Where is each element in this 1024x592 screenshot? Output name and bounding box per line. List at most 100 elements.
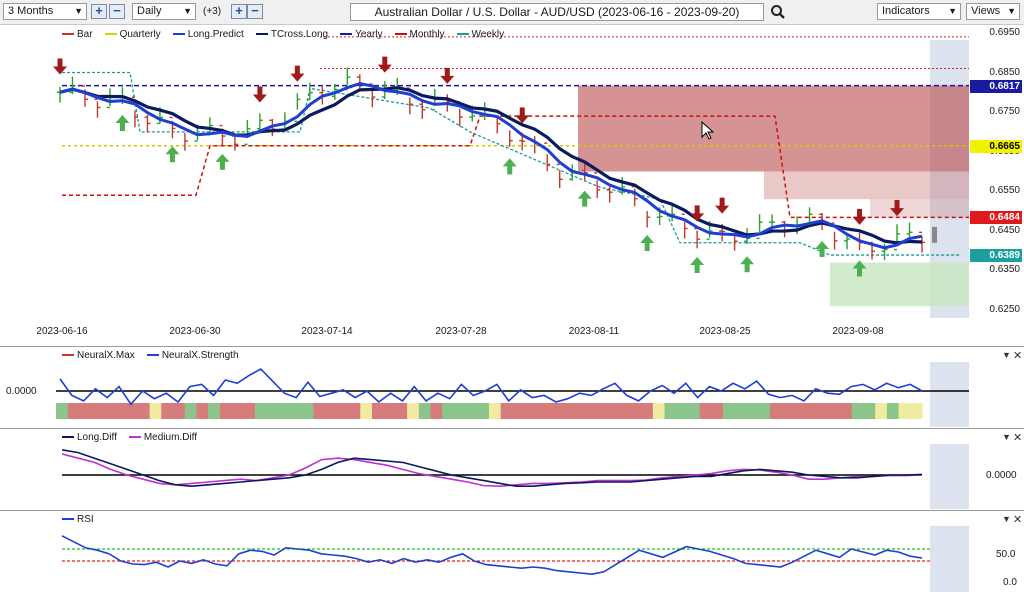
date-axis-label: 2023-09-08 <box>832 326 884 337</box>
interval-value: Daily <box>137 5 162 17</box>
neuralx-bar <box>886 403 900 419</box>
rsi-chart[interactable] <box>0 511 1024 592</box>
legend-item[interactable]: Long.Diff <box>62 432 117 443</box>
candle <box>756 214 763 240</box>
close-icon[interactable]: ✕ <box>1013 432 1023 444</box>
zoom-in-button[interactable]: + <box>91 4 107 19</box>
rsi-y-tick-0: 0.0 <box>1003 577 1017 588</box>
neuralx-bar <box>629 403 642 419</box>
search-icon[interactable] <box>770 4 786 20</box>
neuralx-bar <box>442 403 455 419</box>
buy-signal-icon <box>740 256 755 273</box>
neuralx-bar <box>582 403 595 419</box>
candle <box>831 222 838 250</box>
neuralx-bar <box>898 403 911 419</box>
views-button[interactable]: Views ▼ <box>966 3 1020 20</box>
cursor-icon <box>701 120 715 140</box>
neuralx-bar <box>360 403 373 419</box>
legend-label: Monthly <box>409 29 445 40</box>
neuralx-bar <box>910 403 923 419</box>
neuralx-bar <box>453 403 467 419</box>
interval-select[interactable]: Daily ▼ <box>132 3 196 20</box>
add-button[interactable]: + <box>231 4 247 19</box>
neuralx-bar <box>91 403 104 419</box>
buy-signal-icon <box>215 153 230 170</box>
legend-swatch <box>146 354 159 357</box>
zoom-out-button[interactable]: − <box>109 4 125 19</box>
legend-item[interactable]: RSI <box>62 514 94 525</box>
neuralx-bar <box>687 403 701 419</box>
neuralx-bar <box>676 403 689 419</box>
neuralx-bar <box>56 403 69 419</box>
neuralx-bar <box>254 403 268 419</box>
neuralx-bar <box>79 403 92 419</box>
legend-item[interactable]: TCross.Long <box>255 29 328 40</box>
neuralx-bar <box>769 403 783 419</box>
legend-label: NeuralX.Max <box>77 350 135 361</box>
legend-item[interactable]: Long.Predict <box>172 29 244 40</box>
candle <box>894 224 901 251</box>
diff-chart[interactable] <box>0 429 1024 509</box>
chevron-down-icon[interactable]: ▼ <box>1002 432 1011 442</box>
price-y-tick: 0.6850 <box>989 66 1020 78</box>
neuralx-bar <box>67 403 80 419</box>
candle <box>594 172 601 199</box>
period-value: 3 Months <box>8 5 54 17</box>
candle <box>256 113 263 131</box>
legend-item[interactable]: Monthly <box>394 29 445 40</box>
close-icon[interactable]: ✕ <box>1013 350 1023 362</box>
period-select[interactable]: 3 Months ▼ <box>3 3 87 20</box>
candle <box>419 101 426 119</box>
legend-item[interactable]: NeuralX.Max <box>62 350 135 361</box>
date-axis-label: 2023-07-28 <box>435 326 487 337</box>
neuralx-bar <box>652 403 666 419</box>
chevron-down-icon[interactable]: ▼ <box>1002 350 1011 360</box>
legend-item[interactable]: Bar <box>62 29 93 40</box>
symbol-title[interactable]: Australian Dollar / U.S. Dollar - AUD/US… <box>350 3 764 21</box>
legend-label: RSI <box>77 514 94 525</box>
neuralx-bar <box>793 403 806 419</box>
neuralx-strength-line <box>59 368 923 406</box>
neuralx-bar <box>816 403 829 419</box>
neuralx-bar <box>524 403 537 419</box>
legend-item[interactable]: Quarterly <box>104 29 161 40</box>
price-y-tick: 0.6250 <box>989 304 1020 316</box>
legend-label: Long.Predict <box>187 29 244 40</box>
candle <box>619 177 626 195</box>
candle <box>681 213 688 239</box>
candle <box>581 162 588 181</box>
buy-signal-icon <box>640 235 655 252</box>
indicators-button[interactable]: Indicators ▼ <box>877 3 961 20</box>
neuralx-bar <box>758 403 771 419</box>
neuralx-bar <box>137 403 151 419</box>
legend-swatch <box>128 436 141 439</box>
legend-swatch <box>104 33 117 36</box>
chevron-down-icon: ▼ <box>1007 6 1016 16</box>
price-legend: Bar Quarterly Long.Predict TCross.Long Yearl… <box>62 29 512 40</box>
price-chart[interactable] <box>0 25 1024 345</box>
price-y-tick: 0.6950 <box>989 26 1020 38</box>
chevron-down-icon[interactable]: ▼ <box>1002 514 1011 524</box>
price-y-tick: 0.6450 <box>989 224 1020 236</box>
legend-item[interactable]: Weekly <box>456 29 504 40</box>
sell-signal-icon <box>252 86 267 103</box>
neuralx-bar <box>430 403 443 419</box>
indicators-label: Indicators <box>882 5 930 17</box>
legend-item[interactable]: NeuralX.Strength <box>146 350 239 361</box>
date-axis-label: 2023-06-16 <box>36 326 88 337</box>
remove-button[interactable]: − <box>247 4 263 19</box>
candle <box>306 82 313 101</box>
legend-swatch <box>172 33 185 36</box>
sell-signal-icon <box>715 197 730 214</box>
diff-y-label: 0.0000 <box>986 470 1017 481</box>
close-icon[interactable]: ✕ <box>1013 514 1023 526</box>
price-y-tick: 0.6550 <box>989 185 1020 197</box>
legend-item[interactable]: Medium.Diff <box>128 432 197 443</box>
legend-item[interactable]: Yearly <box>340 29 383 40</box>
sell-signal-icon <box>53 58 67 75</box>
neuralx-bar <box>559 403 572 419</box>
rsi-line <box>61 535 923 576</box>
buy-signal-icon <box>165 146 180 163</box>
neuralx-chart[interactable] <box>0 347 1024 427</box>
neuralx-legend: NeuralX.Max NeuralX.Strength <box>62 350 247 361</box>
